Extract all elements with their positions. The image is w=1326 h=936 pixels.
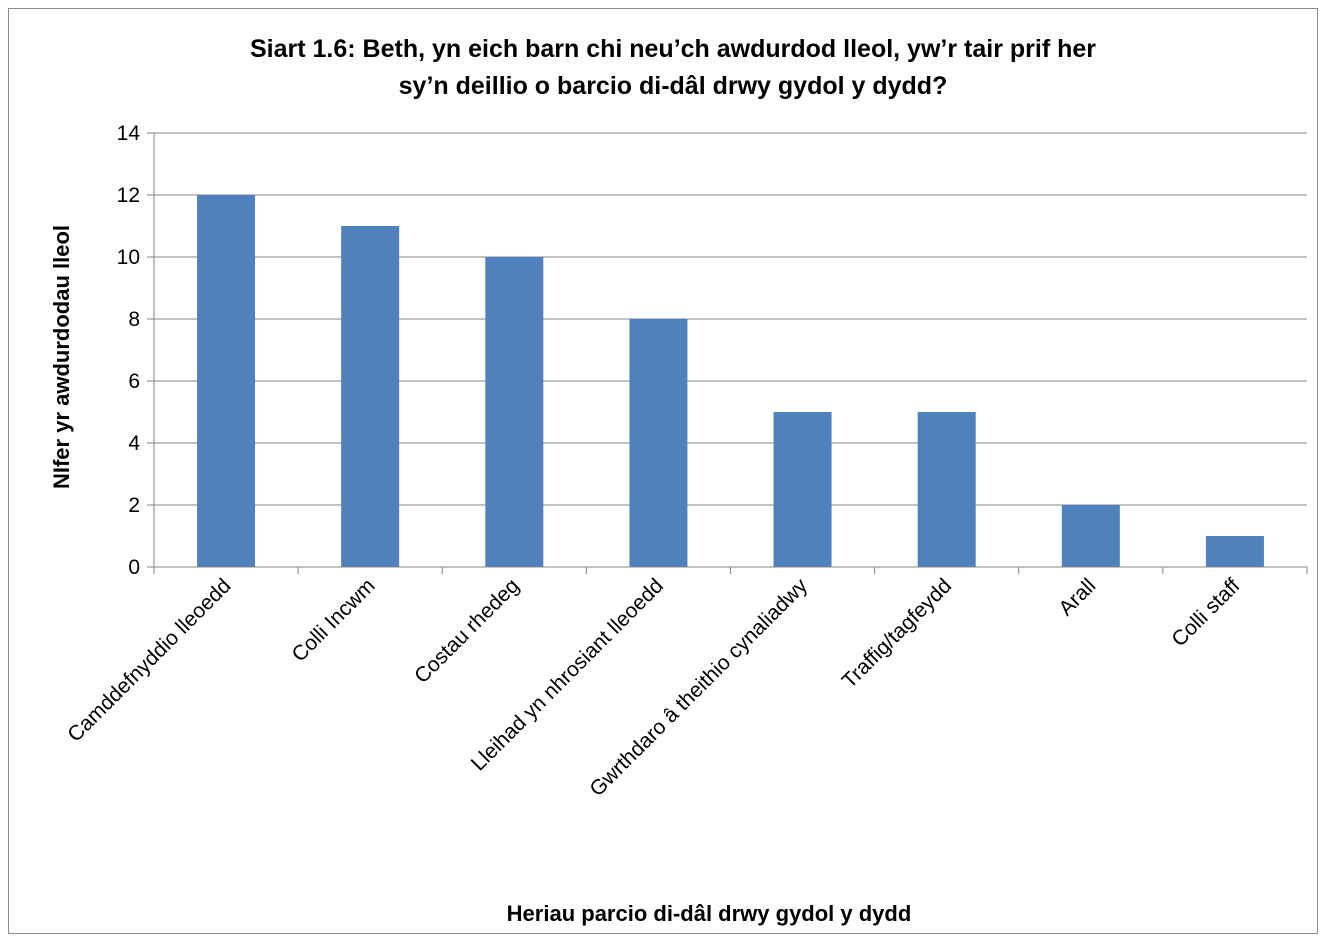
x-category-label: Traffig/tagfeydd [838, 574, 957, 693]
axes [147, 132, 1308, 574]
x-axis-title: Heriau parcio di-dâl drwy gydol y dydd [507, 901, 912, 926]
y-tick-label: 14 [117, 122, 141, 145]
y-tick-label: 12 [117, 184, 140, 207]
bar [197, 195, 256, 567]
bar [917, 412, 976, 567]
y-tick-label: 2 [128, 494, 140, 517]
bar [1061, 505, 1120, 567]
y-tick-label: 8 [128, 308, 140, 331]
gridlines [154, 132, 1307, 506]
y-tick-label: 0 [128, 556, 140, 579]
x-category-labels: Camddefnyddio lleoedd Colli Incwm Costau r… [63, 574, 1244, 801]
y-tick-labels: 0 2 4 6 8 10 12 14 [117, 122, 141, 579]
x-category-label: Colli Incwm [288, 574, 380, 666]
bar [629, 319, 688, 567]
y-tick-label: 6 [128, 370, 140, 393]
y-axis-title: NIfer yr awdurdodau lleol [49, 225, 74, 489]
x-category-label: Arall [1054, 574, 1100, 620]
bar [341, 226, 400, 567]
x-category-label: Costau rhedeg [410, 574, 524, 688]
x-category-label: Camddefnyddio lleoedd [63, 574, 235, 746]
chart-title-line-2: sy’n deillio o barcio di-dâl drwy gydol … [399, 72, 948, 100]
bar [1205, 536, 1264, 567]
chart-svg: Siart 1.6: Beth, yn eich barn chi neu’ch… [49, 35, 1308, 926]
bar [485, 257, 544, 567]
x-category-label: Colli staff [1167, 574, 1244, 651]
chart-frame: Siart 1.6: Beth, yn eich barn chi neu’ch… [8, 8, 1318, 934]
bar [773, 412, 832, 567]
y-tick-label: 10 [117, 246, 140, 269]
y-tick-label: 4 [128, 432, 140, 455]
bars [197, 195, 1264, 567]
chart-title-line-1: Siart 1.6: Beth, yn eich barn chi neu’ch… [250, 35, 1096, 63]
